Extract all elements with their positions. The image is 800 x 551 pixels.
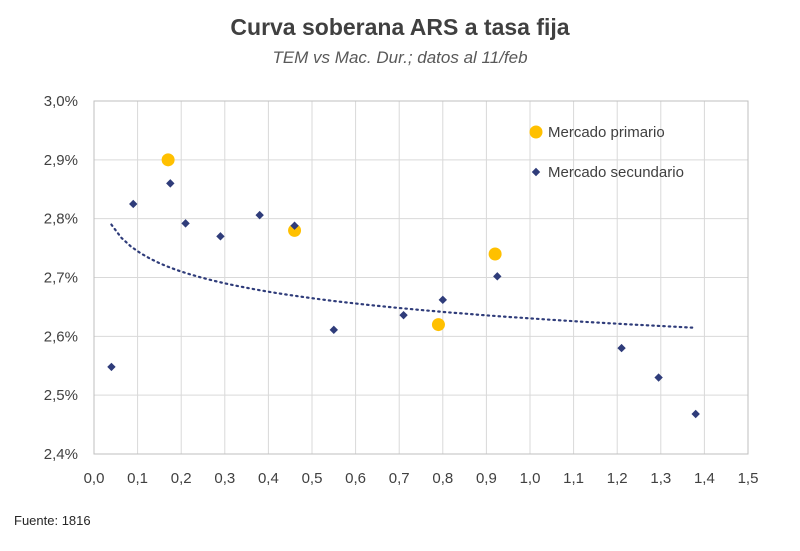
x-tick-label: 1,1 bbox=[563, 470, 584, 487]
x-tick-label: 0,8 bbox=[432, 470, 453, 487]
x-tick-label: 1,3 bbox=[650, 470, 671, 487]
secondary-market-point bbox=[107, 362, 116, 372]
secondary-market-point bbox=[399, 310, 408, 320]
y-tick-label: 3,0% bbox=[44, 93, 78, 110]
secondary-market-point bbox=[181, 219, 190, 228]
secondary-market-point bbox=[329, 325, 338, 335]
x-tick-label: 0,6 bbox=[345, 470, 366, 487]
x-tick-label: 1,5 bbox=[738, 470, 759, 487]
legend-marker-primary bbox=[529, 125, 543, 139]
legend-label-secondary: Mercado secundario bbox=[548, 164, 684, 181]
x-tick-label: 1,2 bbox=[607, 470, 628, 487]
secondary-market-point bbox=[493, 272, 502, 281]
y-tick-label: 2,4% bbox=[44, 446, 78, 463]
axes: 0,0 0,1 0,2 0,3 0,4 0,5 0,6 0,7 0,8 0,9 1,0 1,1 1,2 1… bbox=[44, 93, 759, 487]
plot-border bbox=[93, 100, 749, 455]
secondary-market-point bbox=[617, 343, 626, 353]
secondary-market-point bbox=[438, 295, 447, 305]
primary-market-point bbox=[431, 318, 445, 332]
x-tick-label: 0,4 bbox=[258, 470, 279, 487]
secondary-market-point bbox=[216, 232, 225, 241]
legend-label-primary: Mercado primario bbox=[548, 124, 665, 141]
chart-subtitle: TEM vs Mac. Dur.; datos al 11/feb bbox=[272, 48, 528, 67]
y-tick-label: 2,6% bbox=[44, 328, 78, 345]
secondary-market-point bbox=[691, 409, 700, 419]
legend-marker-secondary bbox=[531, 167, 541, 177]
secondary-market-point bbox=[654, 373, 663, 382]
x-tick-label: 0,3 bbox=[214, 470, 235, 487]
primary-market-point bbox=[161, 153, 175, 167]
x-tick-label: 0,5 bbox=[302, 470, 323, 487]
x-tick-label: 0,0 bbox=[84, 470, 105, 487]
y-tick-label: 2,5% bbox=[44, 387, 78, 404]
y-tick-label: 2,7% bbox=[44, 270, 78, 287]
x-tick-label: 1,0 bbox=[520, 470, 541, 487]
trendline bbox=[110, 223, 697, 329]
x-tick-label: 0,7 bbox=[389, 470, 410, 487]
data-points bbox=[107, 153, 700, 419]
x-tick-label: 0,1 bbox=[127, 470, 148, 487]
secondary-market-point bbox=[129, 199, 138, 209]
x-tick-label: 0,2 bbox=[171, 470, 192, 487]
secondary-market-point bbox=[255, 210, 264, 220]
chart-title: Curva soberana ARS a tasa fija bbox=[230, 14, 570, 40]
source-note: Fuente: 1816 bbox=[14, 513, 91, 528]
primary-market-point bbox=[488, 247, 502, 261]
primary-market-point bbox=[288, 223, 302, 237]
x-tick-label: 1,4 bbox=[694, 470, 715, 487]
y-tick-label: 2,8% bbox=[44, 211, 78, 228]
secondary-market-point bbox=[290, 221, 299, 230]
grid bbox=[93, 100, 749, 455]
x-tick-label: 0,9 bbox=[476, 470, 497, 487]
y-tick-label: 2,9% bbox=[44, 152, 78, 169]
trendline-path bbox=[110, 223, 697, 329]
legend: Mercado primario Mercado secundario bbox=[529, 124, 684, 181]
secondary-market-point bbox=[166, 179, 175, 188]
